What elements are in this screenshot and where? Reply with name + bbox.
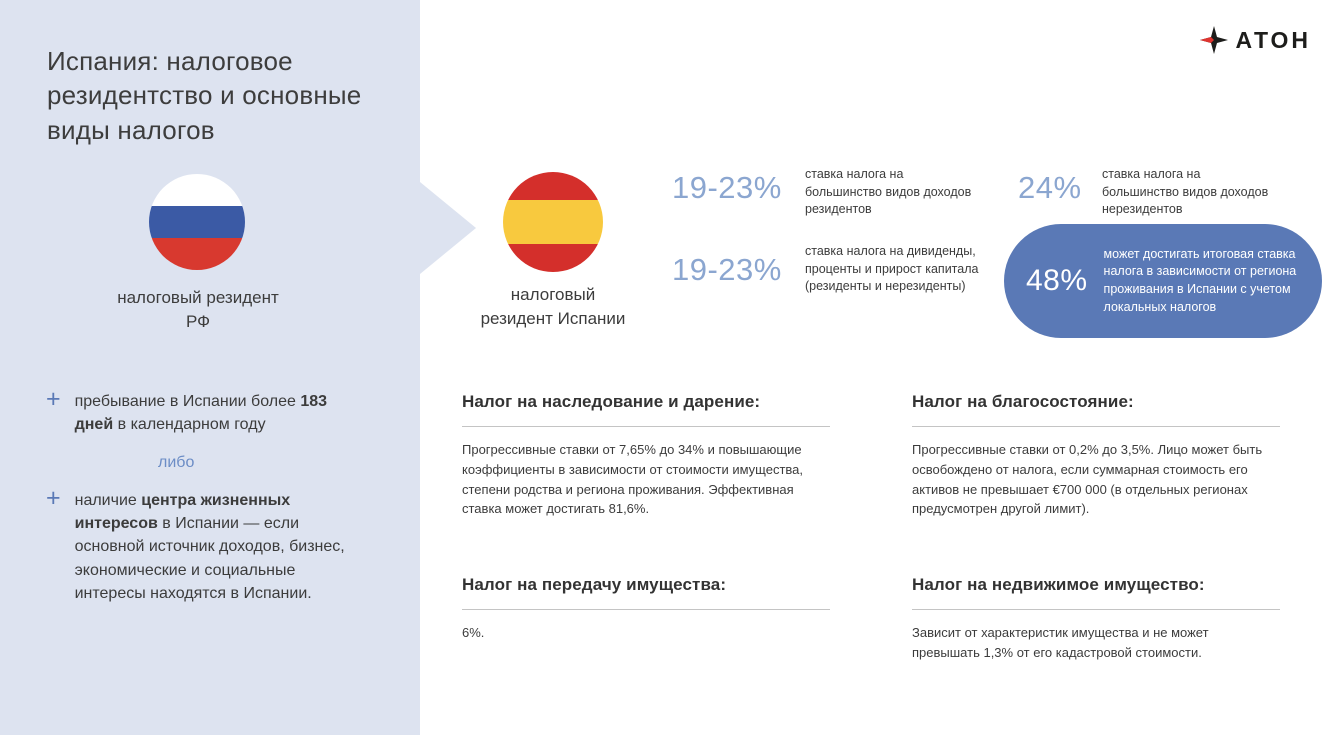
flag-stripe (149, 206, 245, 238)
criteria-text-part: наличие (74, 491, 142, 509)
spain-resident-label-line1: налоговый (510, 285, 596, 304)
aton-star-icon (1199, 26, 1228, 54)
sidebar-arrow (420, 182, 476, 274)
stat-dividends-desc: ставка налога на дивиденды, проценты и п… (805, 244, 979, 293)
plus-icon: + (46, 385, 61, 413)
section-body: Зависит от характеристик имущества и не … (912, 625, 1209, 660)
criteria-text-part: пребывание в Испании более (74, 393, 301, 410)
russia-resident-label: налоговый резидент РФ (60, 286, 336, 334)
residency-criteria: + пребывание в Испании более 183 дней в … (46, 385, 368, 606)
stat-max-rate-pill: 48% может достигать итоговая ставка нало… (1004, 224, 1322, 338)
plus-icon: + (46, 483, 61, 512)
section-title: Налог на благосостояние: (912, 392, 1280, 427)
sidebar (0, 0, 420, 735)
stat-max-rate: 48% (1026, 264, 1088, 297)
section-title: Налог на наследование и дарение: (462, 392, 830, 427)
criteria-text-bold: центра жизненных интересов (74, 491, 291, 533)
spain-resident-label: налоговый резидент Испании (473, 283, 633, 331)
stat-dividends-rate: 19-23% (672, 252, 782, 287)
spain-resident-label-line2: резидент Испании (480, 308, 626, 328)
flag-stripe (503, 172, 603, 200)
section-body: Прогрессивные ставки от 7,65% до 34% и п… (462, 442, 803, 517)
page-title: Испания: налоговое резидентство и основн… (47, 46, 362, 145)
section-wealth-tax: Налог на благосостояние: Прогрессивные с… (912, 392, 1280, 519)
stat-nonresidents-rate: 24% (1018, 170, 1082, 205)
criteria-text-part: в календарном году (113, 416, 266, 434)
criteria-item-interests: + наличие центра жизненных интересов в И… (46, 483, 368, 606)
stat-nonresidents-desc: ставка налога на большинство видов доход… (1102, 167, 1269, 216)
stat-max-rate-desc: может достигать итоговая ставка налога в… (1103, 246, 1297, 314)
section-body: 6%. (462, 625, 485, 640)
aton-logo-text: АТОН (1235, 26, 1311, 53)
section-title: Налог на недвижимое имущество: (912, 575, 1280, 610)
section-body: Прогрессивные ставки от 0,2% до 3,5%. Ли… (912, 442, 1263, 517)
criteria-text-bold: 183 дней (74, 393, 328, 434)
or-label: либо (158, 453, 195, 471)
russia-flag-icon (149, 174, 245, 270)
section-inheritance-tax: Налог на наследование и дарение: Прогрес… (462, 392, 830, 519)
stat-residents-rate: 19-23% (672, 170, 782, 205)
criteria-text-part: в Испании — если основной источник доход… (74, 515, 345, 603)
stat-residents-desc: ставка налога на большинство видов доход… (805, 167, 972, 216)
flag-stripe (503, 200, 603, 244)
criteria-text-interests: наличие центра жизненных интересов в Исп… (75, 489, 368, 606)
aton-logo: АТОН (1199, 26, 1311, 54)
flag-stripe (503, 244, 603, 272)
section-property-tax: Налог на недвижимое имущество: Зависит о… (912, 575, 1280, 663)
criteria-text-days: пребывание в Испании более 183 дней в ка… (75, 390, 368, 437)
russia-resident-label-line2: РФ (185, 311, 211, 331)
section-title: Налог на передачу имущества: (462, 575, 830, 610)
criteria-item-days: + пребывание в Испании более 183 дней в … (46, 385, 368, 437)
spain-flag-icon (503, 172, 603, 272)
section-transfer-tax: Налог на передачу имущества: 6%. (462, 575, 830, 643)
russia-resident-label-line1: налоговый резидент (117, 288, 279, 307)
